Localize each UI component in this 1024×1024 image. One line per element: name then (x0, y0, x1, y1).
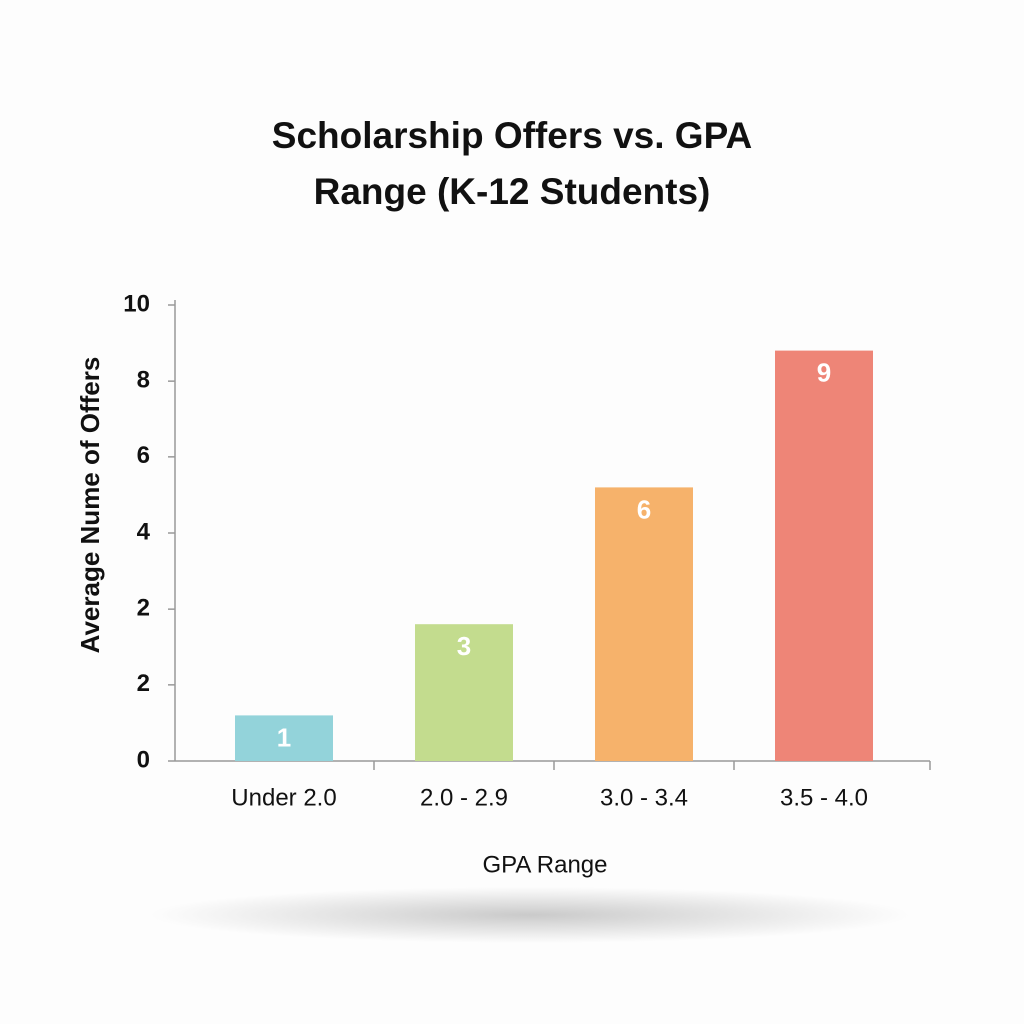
bar (595, 487, 693, 761)
value-label: 1 (277, 722, 291, 752)
x-tick-label: 2.0 - 2.9 (420, 784, 508, 811)
bar (415, 624, 513, 761)
y-tick-label: 8 (137, 366, 150, 393)
x-tick-label: 3.5 - 4.0 (780, 784, 868, 811)
y-tick-label: 2 (137, 670, 150, 697)
y-tick-label: 10 (123, 290, 150, 317)
x-tick-label: 3.0 - 3.4 (600, 784, 688, 811)
y-tick-label: 2 (137, 594, 150, 621)
y-axis-label: Average Nume of Offers (75, 357, 105, 654)
value-label: 6 (637, 494, 651, 524)
drop-shadow (150, 887, 910, 943)
x-axis-ticks (373, 761, 931, 770)
y-tick-label: 6 (137, 442, 150, 469)
y-tick-label: 0 (137, 746, 150, 773)
bar (235, 715, 333, 761)
chart-title: Scholarship Offers vs. GPA Range (K-12 S… (271, 115, 753, 212)
value-label: 3 (457, 631, 471, 661)
bar (775, 350, 873, 761)
x-tick-label: Under 2.0 (231, 784, 336, 811)
value-label: 9 (817, 357, 831, 387)
x-axis-label: GPA Range (483, 851, 608, 878)
y-tick-label: 4 (137, 518, 151, 545)
